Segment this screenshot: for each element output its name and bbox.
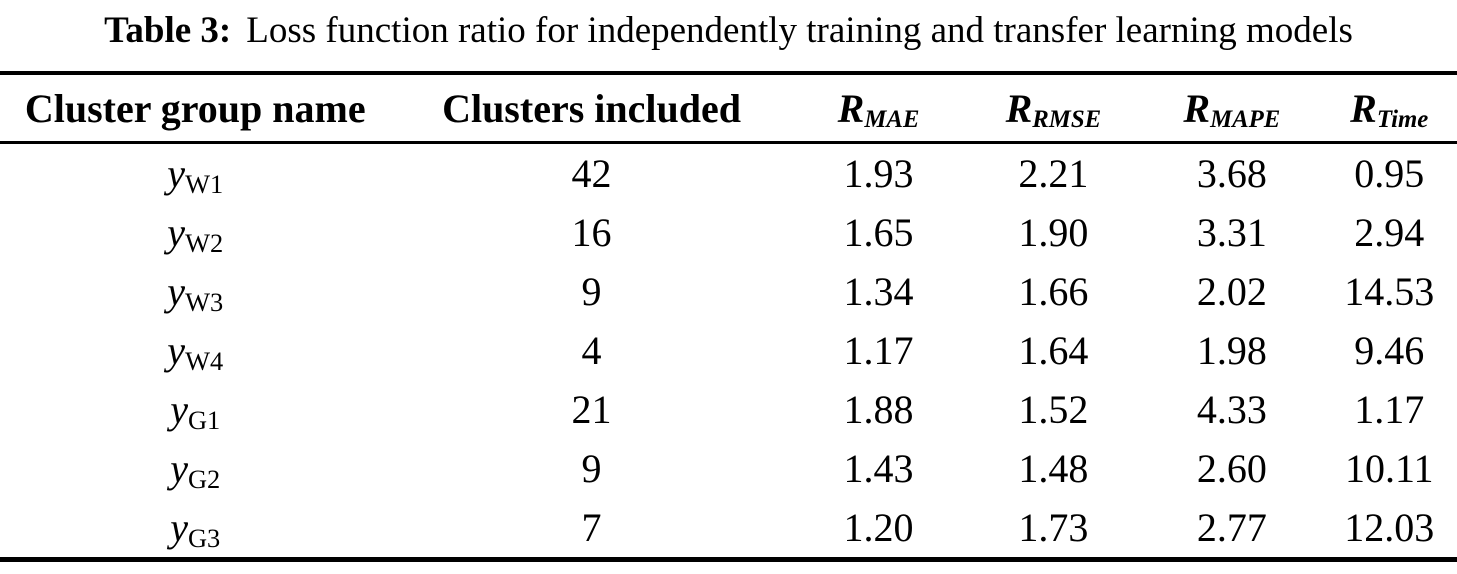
group-symbol: y <box>170 387 188 432</box>
clusters-included-cell: 42 <box>571 151 612 196</box>
col-header-r-time: RTime <box>1321 73 1457 144</box>
r-rmse-cell: 1.73 <box>1018 505 1089 550</box>
r-time-symbol: R <box>1350 85 1377 131</box>
r-time-subscript: Time <box>1376 105 1429 133</box>
col-header-clusters-included: Clusters included <box>390 73 793 144</box>
table-row: yW4 4 1.17 1.64 1.98 9.46 <box>0 321 1457 380</box>
r-mape-subscript: MAPE <box>1210 105 1281 133</box>
r-time-cell: 0.95 <box>1354 151 1425 196</box>
r-mae-cell: 1.17 <box>843 328 914 373</box>
r-time-cell: 12.03 <box>1344 505 1435 550</box>
group-subscript: G1 <box>187 404 221 435</box>
r-time-cell: 14.53 <box>1344 269 1435 314</box>
r-rmse-cell: 1.90 <box>1018 210 1089 255</box>
r-mae-cell: 1.93 <box>843 151 914 196</box>
clusters-included-cell: 16 <box>571 210 612 255</box>
r-mae-subscript: MAE <box>864 105 920 133</box>
col-header-r-mape: RMAPE <box>1142 73 1322 144</box>
r-mape-cell: 1.98 <box>1196 328 1267 373</box>
r-mae-cell: 1.65 <box>843 210 914 255</box>
group-subscript: W1 <box>185 168 224 199</box>
table-row: yG3 7 1.20 1.73 2.77 12.03 <box>0 498 1457 560</box>
r-rmse-cell: 1.48 <box>1018 446 1089 491</box>
clusters-included-cell: 9 <box>581 269 602 314</box>
clusters-included-cell: 4 <box>581 328 602 373</box>
clusters-included-cell: 21 <box>571 387 612 432</box>
cluster-group-cell: yG3 <box>0 498 390 560</box>
r-mape-cell: 3.68 <box>1196 151 1267 196</box>
table-row: yG1 21 1.88 1.52 4.33 1.17 <box>0 380 1457 439</box>
r-rmse-subscript: RMSE <box>1032 105 1102 133</box>
r-mae-cell: 1.20 <box>843 505 914 550</box>
cluster-group-cell: yW1 <box>0 143 390 204</box>
group-symbol: y <box>167 210 186 255</box>
r-mae-cell: 1.34 <box>843 269 914 314</box>
table-row: yW3 9 1.34 1.66 2.02 14.53 <box>0 262 1457 321</box>
r-time-cell: 2.94 <box>1354 210 1425 255</box>
group-subscript: W3 <box>185 286 224 317</box>
r-mape-cell: 2.77 <box>1196 505 1267 550</box>
group-symbol: y <box>167 328 186 373</box>
r-rmse-symbol: R <box>1005 85 1033 131</box>
table-row: yW1 42 1.93 2.21 3.68 0.95 <box>0 143 1457 204</box>
r-rmse-cell: 2.21 <box>1018 151 1089 196</box>
r-mae-symbol: R <box>837 85 865 131</box>
r-time-cell: 1.17 <box>1354 387 1425 432</box>
group-subscript: W2 <box>185 227 224 258</box>
r-mape-symbol: R <box>1183 85 1211 131</box>
clusters-included-cell: 9 <box>581 446 602 491</box>
group-subscript: W4 <box>185 345 224 376</box>
r-rmse-cell: 1.52 <box>1018 387 1089 432</box>
table-row: yW2 16 1.65 1.90 3.31 2.94 <box>0 203 1457 262</box>
clusters-included-cell: 7 <box>581 505 602 550</box>
header-row: Cluster group name Clusters included RMA… <box>0 73 1457 144</box>
r-mape-cell: 2.60 <box>1196 446 1267 491</box>
col-header-cluster-group-name: Cluster group name <box>0 73 391 144</box>
table-caption: Table 3: Loss function ratio for independ… <box>0 0 1457 71</box>
col-header-r-rmse: RRMSE <box>964 73 1143 144</box>
cluster-group-cell: yW2 <box>0 203 390 262</box>
col-header-r-mae: RMAE <box>792 73 965 144</box>
cluster-group-cell: yG2 <box>0 439 390 498</box>
loss-ratio-table: Cluster group name Clusters included RMA… <box>0 71 1457 562</box>
r-mape-cell: 3.31 <box>1196 210 1267 255</box>
cluster-group-cell: yG1 <box>0 380 390 439</box>
cluster-group-cell: yW4 <box>0 321 390 380</box>
r-mape-cell: 4.33 <box>1196 387 1267 432</box>
group-subscript: G2 <box>187 463 221 494</box>
r-rmse-cell: 1.66 <box>1018 269 1089 314</box>
table-caption-text: Loss function ratio for independently tr… <box>246 10 1353 51</box>
r-mae-cell: 1.43 <box>843 446 914 491</box>
r-mae-cell: 1.88 <box>843 387 914 432</box>
group-subscript: G3 <box>187 522 221 553</box>
table-caption-label: Table 3: <box>104 10 232 51</box>
group-symbol: y <box>170 446 188 491</box>
table-row: yG2 9 1.43 1.48 2.60 10.11 <box>0 439 1457 498</box>
r-time-cell: 9.46 <box>1354 328 1425 373</box>
cluster-group-cell: yW3 <box>0 262 390 321</box>
r-mape-cell: 2.02 <box>1196 269 1267 314</box>
r-rmse-cell: 1.64 <box>1018 328 1089 373</box>
group-symbol: y <box>167 151 186 196</box>
group-symbol: y <box>167 269 186 314</box>
r-time-cell: 10.11 <box>1344 446 1434 491</box>
group-symbol: y <box>170 505 188 550</box>
